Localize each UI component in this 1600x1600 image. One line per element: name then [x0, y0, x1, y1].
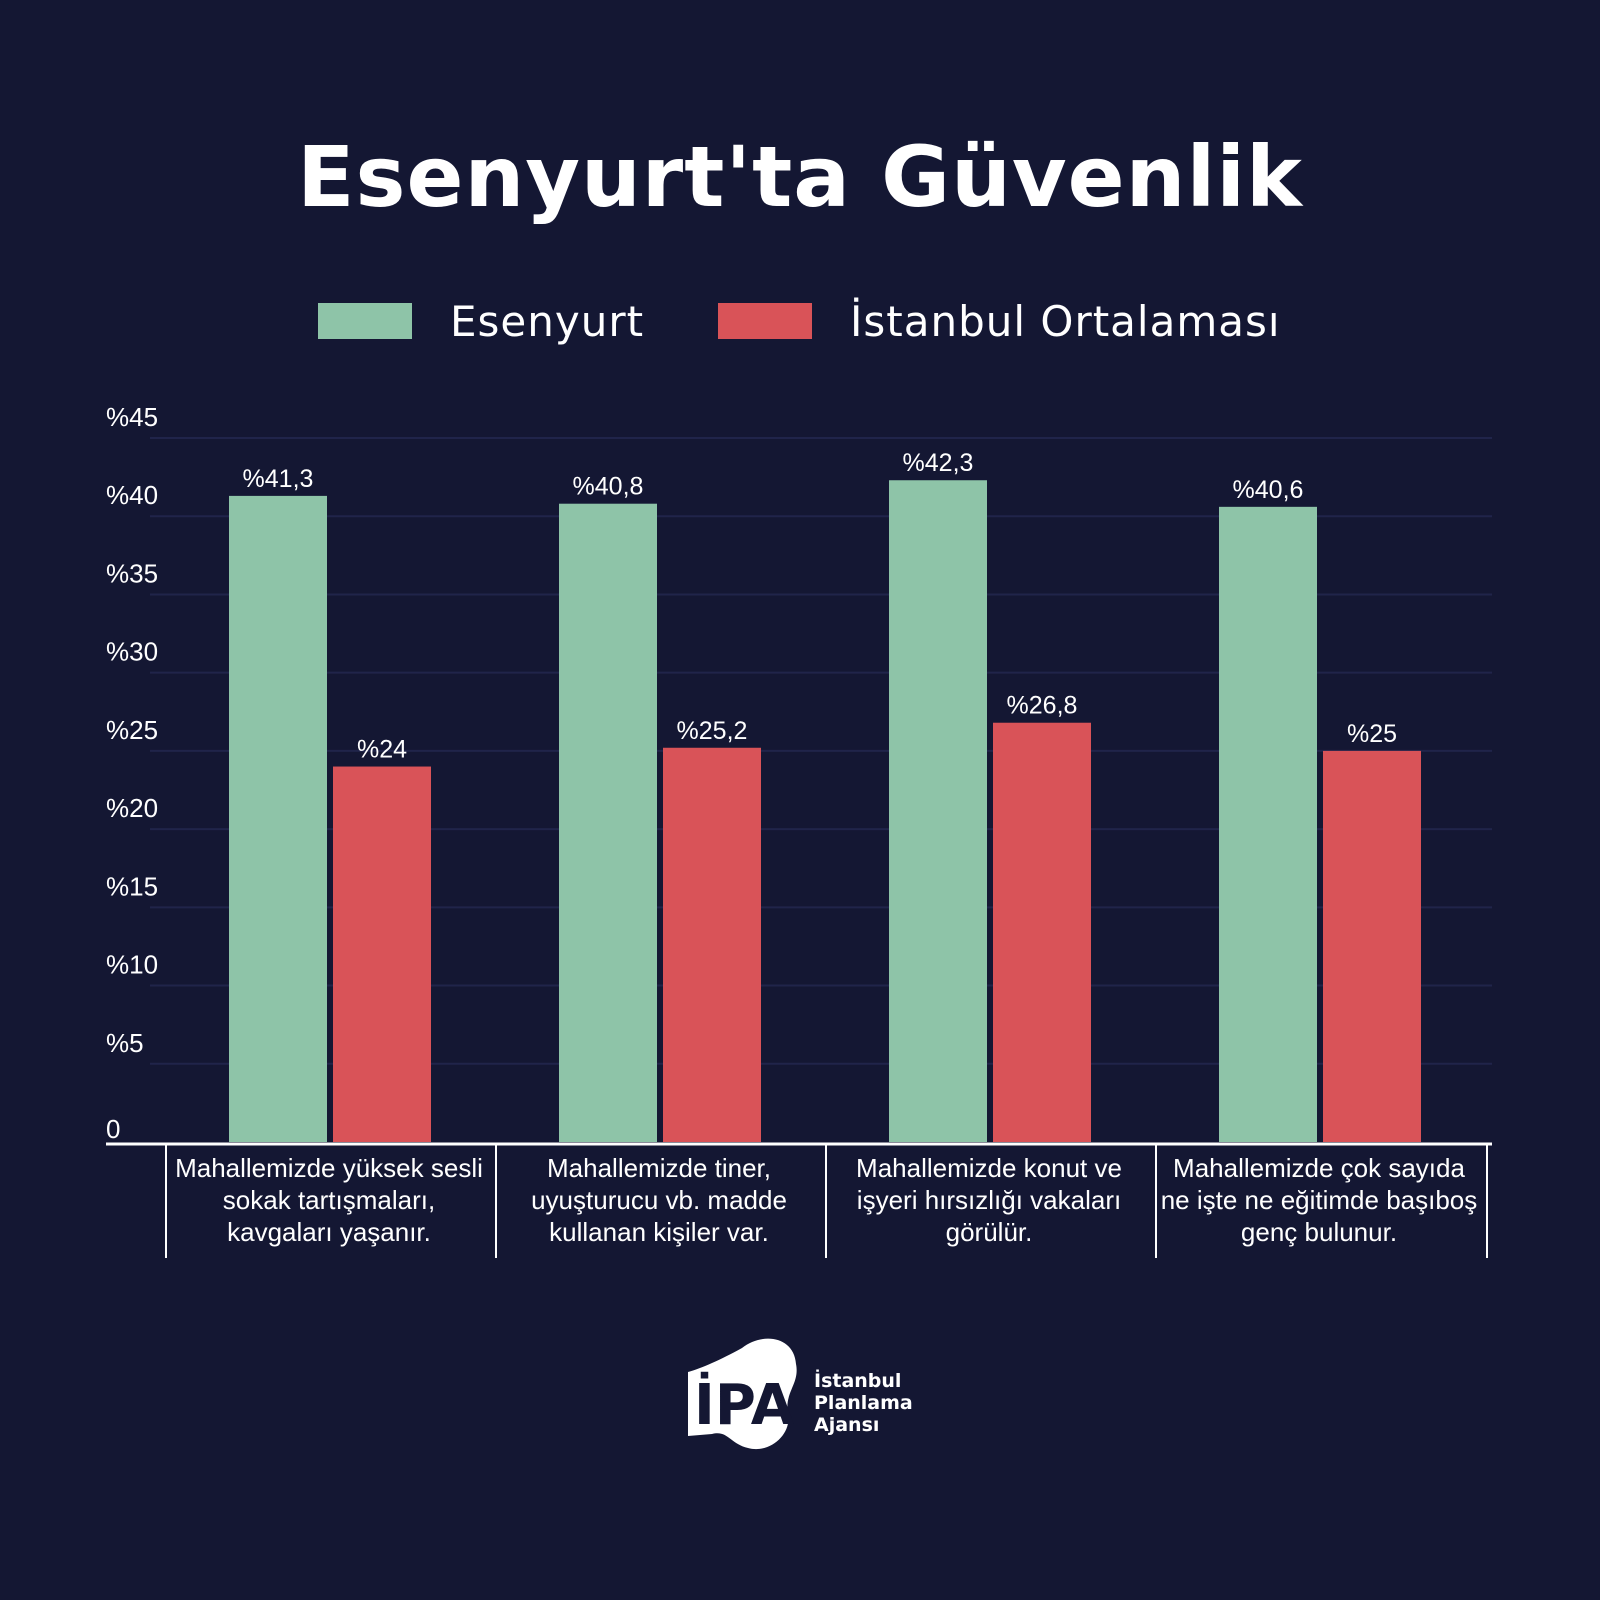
data-label-esenyurt-4: %40,6 — [1233, 476, 1304, 504]
bar-esenyurt-2 — [559, 503, 657, 1142]
y-tick-label-5: %5 — [106, 1028, 144, 1058]
data-label-istanbul-3: %26,8 — [1007, 692, 1078, 720]
y-tick-label-15: %15 — [106, 871, 158, 901]
logo-line-1: İstanbul — [814, 1370, 902, 1392]
logo-text: İstanbul Planlama Ajansı — [814, 1370, 913, 1436]
bar-esenyurt-3 — [889, 480, 987, 1142]
bar-istanbul-1 — [333, 766, 431, 1142]
ipa-logo-icon: İPA — [688, 1338, 797, 1450]
y-tick-label-40: %40 — [106, 480, 158, 510]
y-tick-label-30: %30 — [106, 637, 158, 667]
category-label-4: Mahallemizde çok sayıda ne işte ne eğiti… — [1160, 1153, 1478, 1247]
svg-text:İPA: İPA — [694, 1373, 795, 1438]
data-label-esenyurt-3: %42,3 — [903, 449, 974, 477]
legend-swatch-esenyurt — [318, 303, 412, 339]
data-label-istanbul-2: %25,2 — [677, 717, 748, 745]
bar-istanbul-4 — [1323, 750, 1421, 1142]
data-label-esenyurt-1: %41,3 — [243, 465, 314, 493]
data-label-istanbul-1: %24 — [357, 736, 407, 764]
category-label-1: Mahallemizde yüksek sesli sokak tartışma… — [175, 1153, 483, 1247]
y-tick-label-10: %10 — [106, 950, 158, 980]
y-tick-label-45: %45 — [106, 402, 158, 432]
bar-esenyurt-1 — [229, 495, 327, 1143]
y-tick-label-0: 0 — [106, 1114, 120, 1144]
legend-label-istanbul: İstanbul Ortalaması — [850, 296, 1281, 346]
legend-label-esenyurt: Esenyurt — [450, 296, 645, 346]
y-tick-label-20: %20 — [106, 793, 158, 823]
logo-line-3: Ajansı — [814, 1414, 880, 1436]
bar-istanbul-3 — [993, 722, 1091, 1142]
category-label-3: Mahallemizde konut ve işyeri hırsızlığı … — [856, 1153, 1122, 1247]
category-label-2: Mahallemizde tiner, uyuşturucu vb. madde… — [531, 1153, 787, 1247]
legend-item-esenyurt: Esenyurt — [318, 296, 644, 346]
bar-esenyurt-4 — [1219, 506, 1317, 1142]
y-tick-label-25: %25 — [106, 715, 158, 745]
y-tick-label-35: %35 — [106, 558, 158, 588]
chart-title: Esenyurt'ta Güvenlik — [297, 128, 1303, 226]
legend: Esenyurt İstanbul Ortalaması — [0, 296, 1600, 346]
data-label-istanbul-4: %25 — [1347, 720, 1397, 748]
legend-swatch-istanbul — [718, 303, 812, 339]
bar-istanbul-2 — [663, 747, 761, 1142]
legend-item-istanbul: İstanbul Ortalaması — [718, 296, 1281, 346]
logo-line-2: Planlama — [814, 1392, 913, 1414]
data-label-esenyurt-2: %40,8 — [573, 473, 644, 501]
